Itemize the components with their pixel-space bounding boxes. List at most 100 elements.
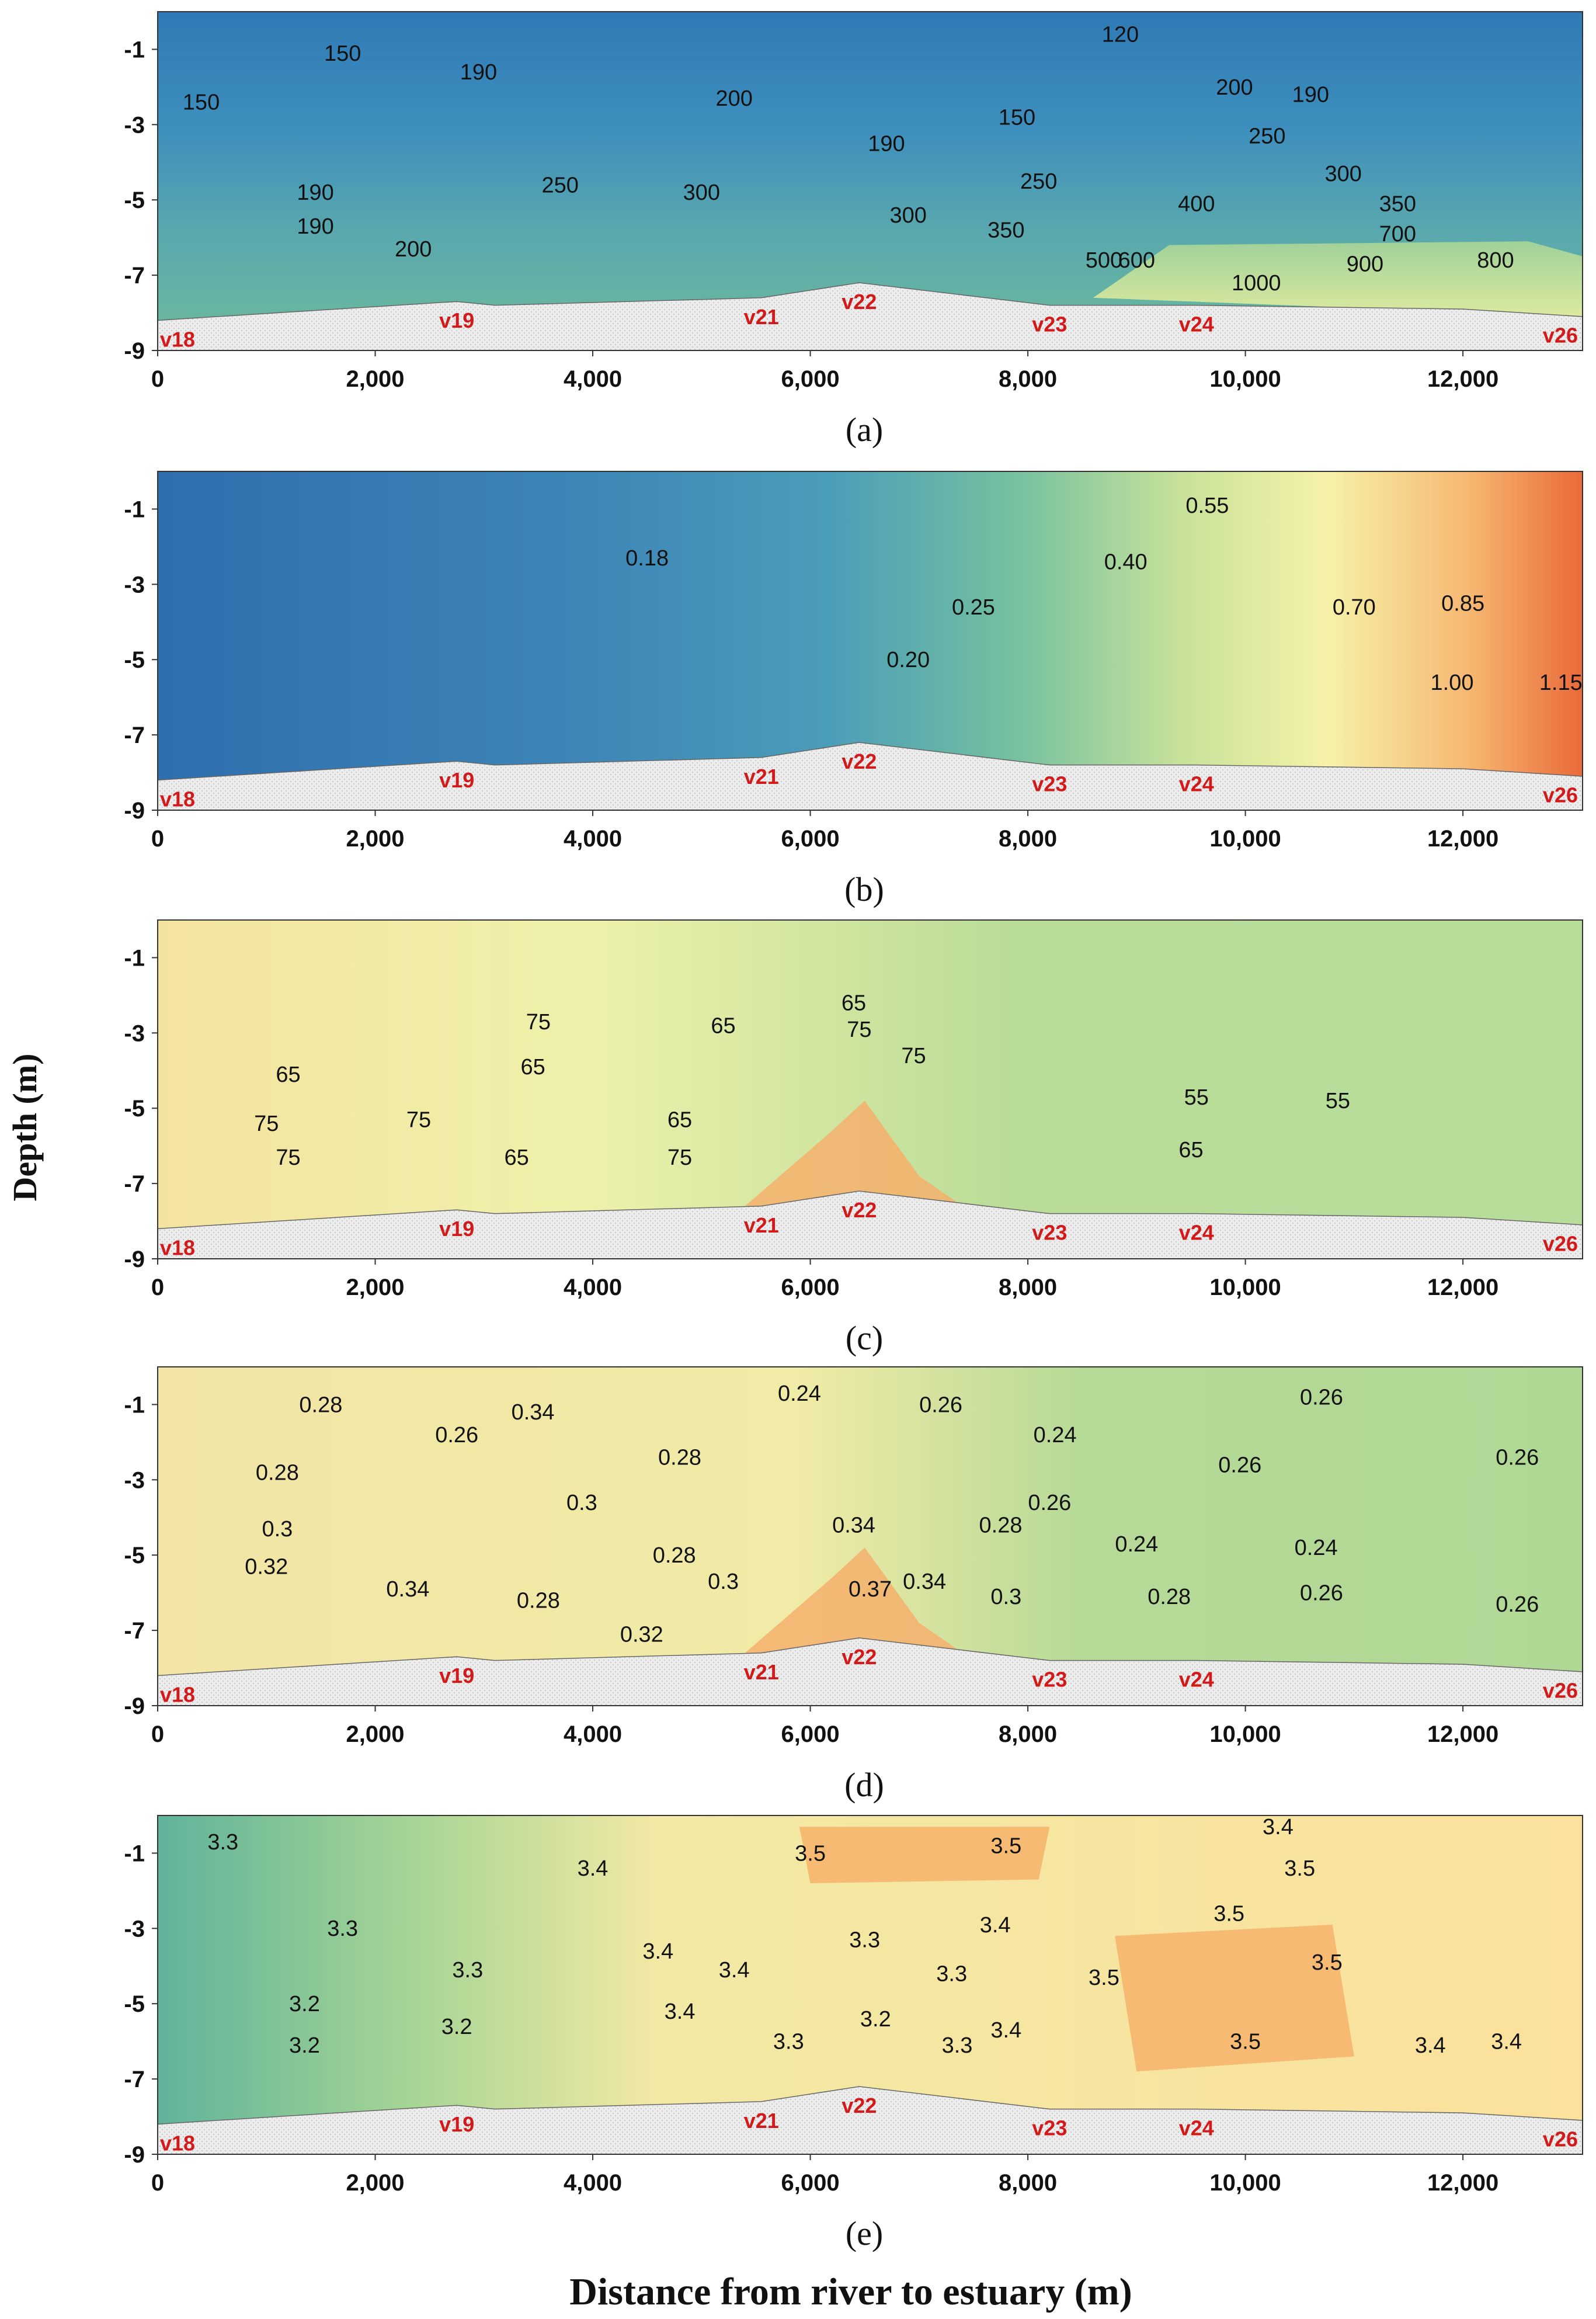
contour-label: 250 xyxy=(1249,124,1285,149)
station-label: v26 xyxy=(1543,783,1578,807)
y-tick-label: -1 xyxy=(124,37,145,63)
contour-label: 0.28 xyxy=(658,1446,701,1470)
x-tick-label: 6,000 xyxy=(781,826,840,852)
x-tick-label: 8,000 xyxy=(999,2170,1057,2196)
station-label: v19 xyxy=(439,1217,474,1241)
station-label: v21 xyxy=(744,305,779,329)
contour-label: 3.2 xyxy=(860,2007,891,2032)
station-label: v23 xyxy=(1032,1668,1067,1692)
x-tick-label: 6,000 xyxy=(781,1721,840,1747)
x-tick-label: 6,000 xyxy=(781,366,840,392)
y-tick-label: -5 xyxy=(124,1991,145,2017)
y-tick-label: -3 xyxy=(124,1467,145,1493)
y-tick-label: -9 xyxy=(124,1247,145,1272)
contour-label: 0.26 xyxy=(1300,1385,1343,1410)
contour-label: 0.28 xyxy=(1148,1585,1191,1609)
x-tick-label: 2,000 xyxy=(346,1721,404,1747)
contour-label: 3.5 xyxy=(1312,1950,1343,1975)
x-tick-label: 4,000 xyxy=(564,366,622,392)
contour-label: 0.24 xyxy=(778,1381,821,1406)
station-label: v21 xyxy=(744,1213,779,1237)
panel-e: -1 -3 -5 -7 -90 2,000 4,000 6,000 8,000 10,000 12,… xyxy=(124,1815,1583,2252)
high-value-zone xyxy=(745,1101,963,1206)
station-label: v24 xyxy=(1179,1221,1214,1245)
contour-label: 75 xyxy=(254,1112,279,1136)
contour-label: 65 xyxy=(520,1055,545,1079)
station-label: v18 xyxy=(160,2131,195,2155)
contour-label: 65 xyxy=(667,1108,692,1132)
station-label: v22 xyxy=(842,1198,877,1222)
y-tick-label: -7 xyxy=(124,723,145,748)
panel-frame xyxy=(157,919,1583,1259)
contour-label: 0.34 xyxy=(832,1513,875,1538)
high-value-zone xyxy=(1093,241,1583,317)
x-tick-label: 4,000 xyxy=(564,826,622,852)
contour-label: 3.3 xyxy=(942,2033,973,2058)
y-tick-label: -1 xyxy=(124,945,145,971)
contour-label: 3.2 xyxy=(289,1992,320,2016)
contour-label: 600 xyxy=(1118,248,1155,273)
contour-label: 200 xyxy=(395,237,432,262)
contour-label: 0.28 xyxy=(517,1588,560,1613)
y-tick-label: -9 xyxy=(124,2142,145,2168)
contour-label: 1.00 xyxy=(1431,671,1474,695)
x-tick-label: 10,000 xyxy=(1209,366,1281,392)
contour-label: 0.40 xyxy=(1104,550,1148,575)
station-label: v23 xyxy=(1032,313,1067,336)
y-tick-label: -7 xyxy=(124,263,145,289)
x-axis-title: Distance from river to estuary (m) xyxy=(569,2271,1132,2313)
contour-label: 0.26 xyxy=(1218,1453,1261,1477)
contour-label: 0.26 xyxy=(1300,1581,1343,1606)
station-label: v26 xyxy=(1543,1678,1578,1702)
contour-label: 0.28 xyxy=(256,1460,299,1485)
high-value-zone xyxy=(1115,1924,1354,2072)
panel-label: (b) xyxy=(844,870,884,908)
contour-label: 0.70 xyxy=(1333,595,1376,620)
contour-label: 0.26 xyxy=(1496,1446,1539,1470)
contour-label: 3.4 xyxy=(578,1856,609,1881)
contour-label: 0.25 xyxy=(952,595,995,620)
x-tick-label: 8,000 xyxy=(999,366,1057,392)
contour-label: 65 xyxy=(276,1063,300,1087)
contour-label: 3.3 xyxy=(936,1962,967,1987)
x-tick-label: 10,000 xyxy=(1209,2170,1281,2196)
station-label: v24 xyxy=(1179,1668,1214,1692)
contour-label: 120 xyxy=(1102,23,1139,47)
contour-label: 0.55 xyxy=(1185,494,1229,518)
x-tick-label: 2,000 xyxy=(346,366,404,392)
contour-label: 3.2 xyxy=(441,2015,472,2039)
contour-label: 350 xyxy=(1379,192,1416,217)
contour-label: 3.5 xyxy=(1230,2030,1261,2054)
contour-label: 0.26 xyxy=(919,1393,962,1417)
station-label: v19 xyxy=(439,2112,474,2136)
contour-label: 65 xyxy=(1178,1138,1203,1162)
x-tick-label: 4,000 xyxy=(564,2170,622,2196)
contour-label: 190 xyxy=(297,214,333,239)
contour-label: 3.4 xyxy=(980,1913,1011,1938)
y-tick-label: -5 xyxy=(124,188,145,213)
x-tick-label: 6,000 xyxy=(781,2170,840,2196)
contour-label: 0.34 xyxy=(386,1577,429,1602)
x-tick-label: 0 xyxy=(151,1275,164,1300)
y-tick-label: -3 xyxy=(124,1916,145,1942)
station-label: v22 xyxy=(842,749,877,773)
contour-label: 400 xyxy=(1178,192,1215,217)
y-tick-label: -5 xyxy=(124,1543,145,1568)
y-axis-title: Depth (m) xyxy=(6,1054,44,1202)
contour-label: 3.4 xyxy=(665,1999,696,2024)
contour-label: 300 xyxy=(1325,162,1362,186)
contour-label: 1.15 xyxy=(1539,671,1583,695)
contour-label: 3.5 xyxy=(990,1834,1021,1858)
panel-c: -1 -3 -5 -7 -90 2,000 4,000 6,000 8,000 10,000 12,… xyxy=(124,919,1583,1357)
x-tick-label: 4,000 xyxy=(564,1721,622,1747)
high-value-zone xyxy=(745,1547,963,1653)
contour-label: 0.28 xyxy=(979,1513,1023,1538)
station-label: v19 xyxy=(439,1664,474,1688)
x-tick-label: 0 xyxy=(151,366,164,392)
contour-label: 75 xyxy=(901,1044,926,1068)
contour-label: 0.24 xyxy=(1034,1423,1077,1447)
contour-label: 75 xyxy=(847,1018,871,1042)
station-label: v24 xyxy=(1179,313,1214,336)
contour-label: 75 xyxy=(667,1145,692,1170)
station-label: v24 xyxy=(1179,772,1214,796)
